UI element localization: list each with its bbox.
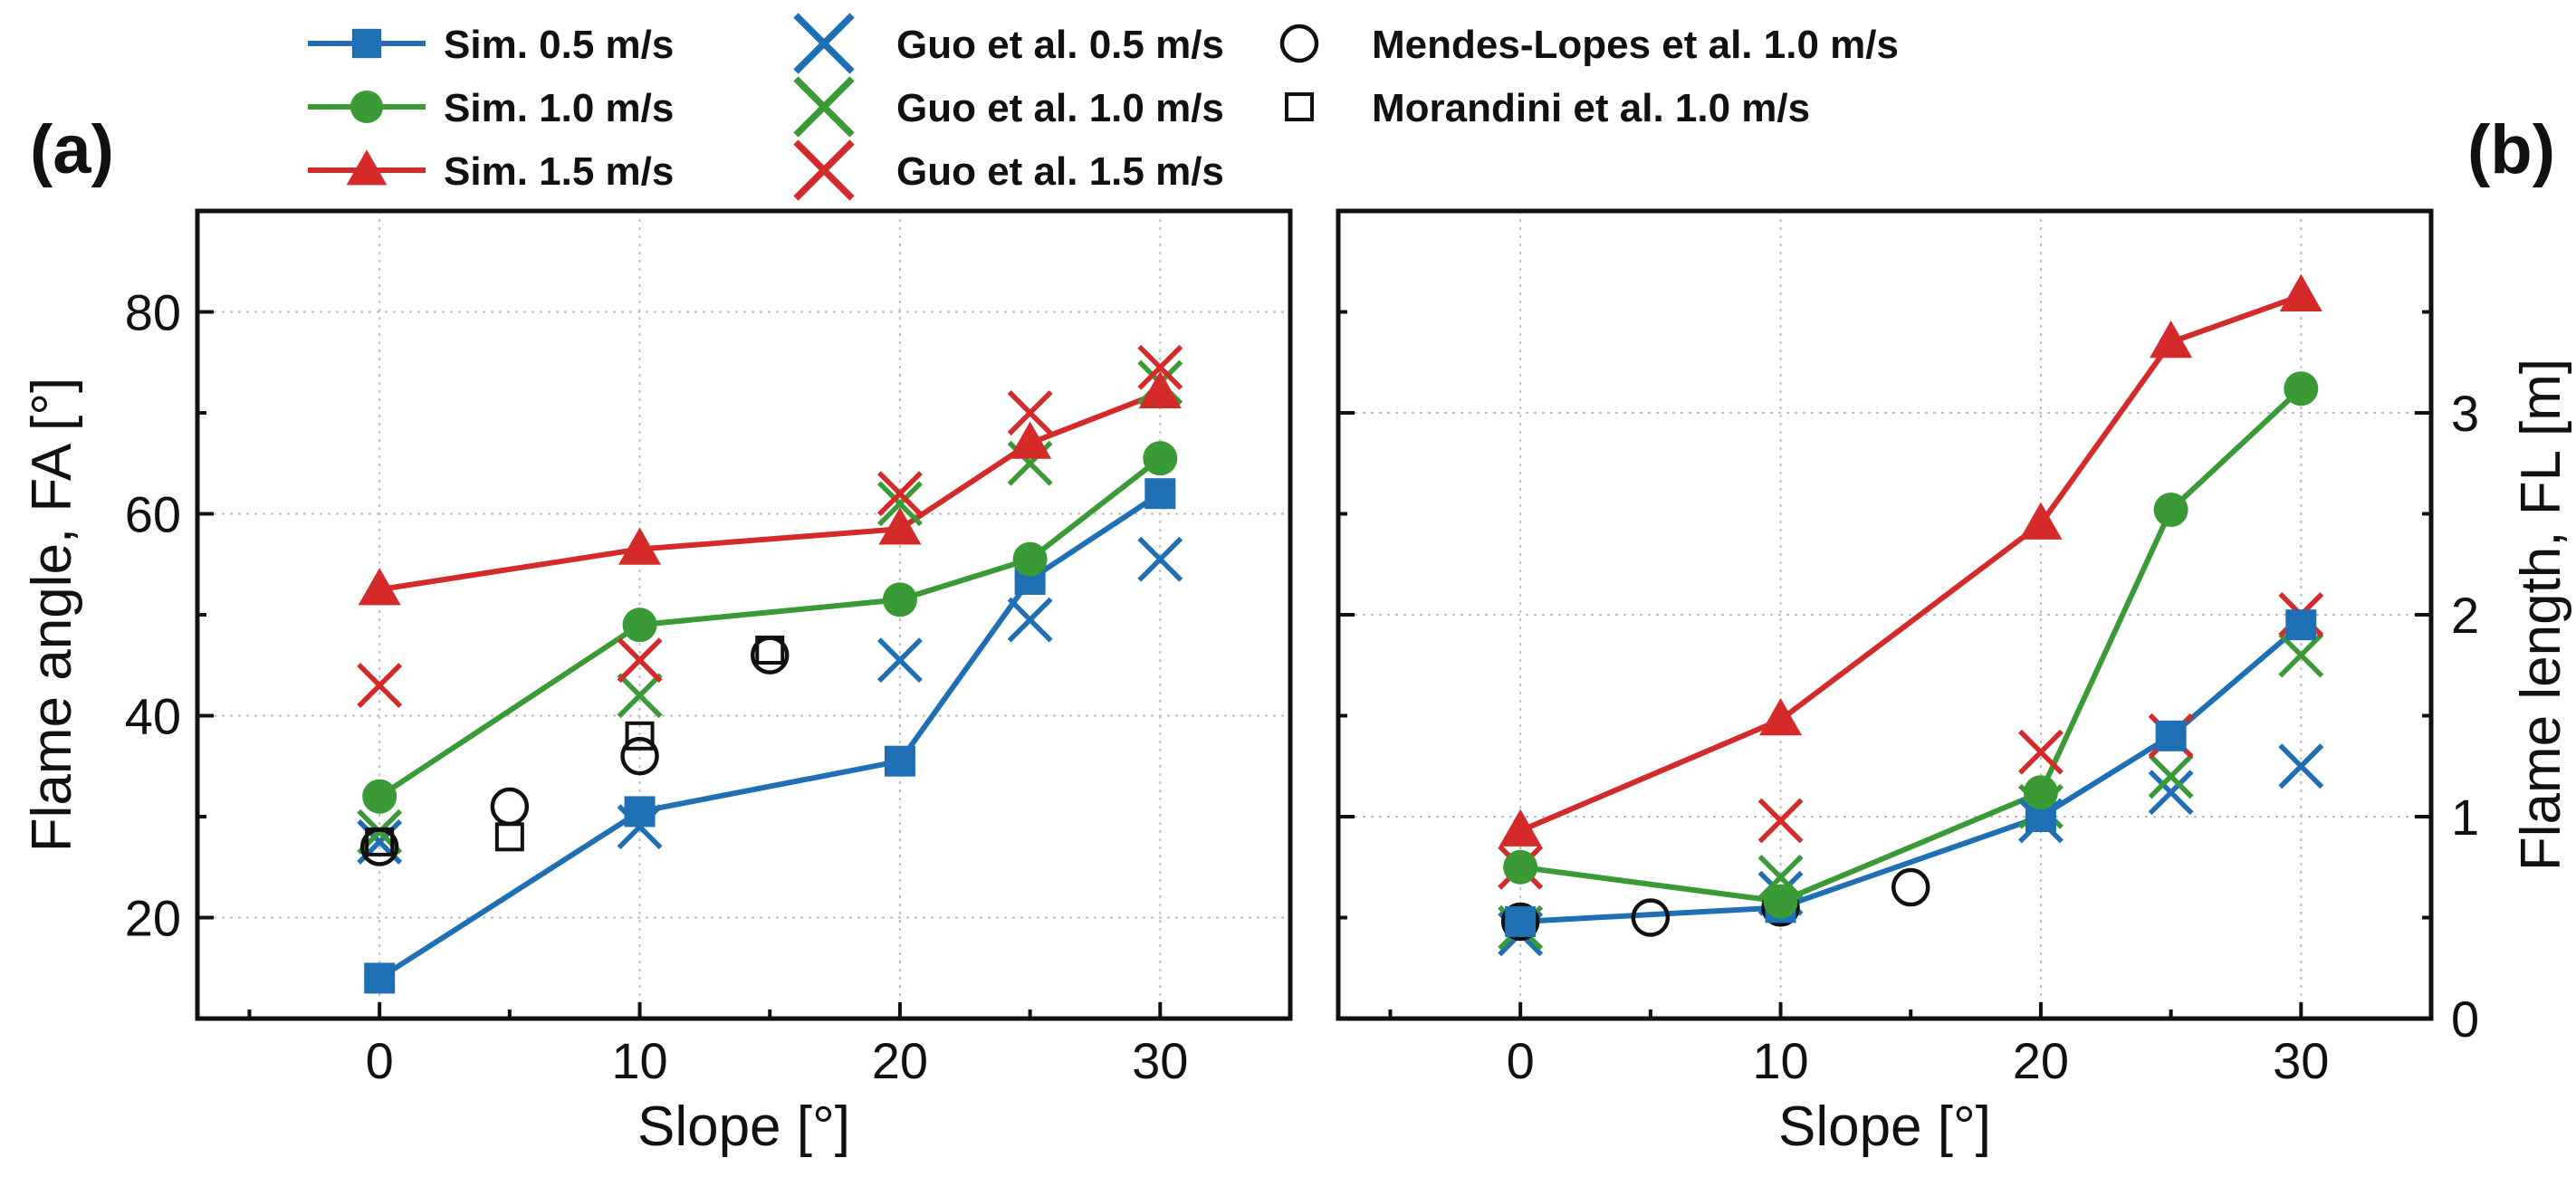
data-point-guo-et-al-1-0-m-s	[876, 481, 923, 527]
data-point-guo-et-al-1-0-m-s	[357, 809, 403, 855]
data-point-mendes-lopes-et-al-1-0-m-s	[490, 787, 530, 827]
panel-b-chart: 0 10 20 30 0 1 2 3 Slope [°] Flame length, FL [m]…	[1336, 111, 2572, 1158]
data-point-sim-0-5-m-s	[1144, 478, 1176, 510]
x-tick-label: 20	[2013, 1032, 2069, 1089]
data-point-guo-et-al-1-0-m-s	[2278, 632, 2324, 678]
data-point-sim-1-0-m-s	[622, 608, 657, 643]
data-point-sim-1-0-m-s	[2023, 775, 2058, 810]
data-point-sim-1-5-m-s	[878, 507, 922, 545]
data-point-mendes-lopes-et-al-1-0-m-s	[1891, 867, 1930, 907]
panel-label-a: (a)	[30, 111, 114, 188]
data-point-guo-et-al-1-0-m-s	[2148, 753, 2194, 799]
series-line-sim-1-0-m-s	[1519, 387, 2303, 904]
legend: Sim. 0.5 m/s Sim. 1.0 m/s Sim. 1.5 m/s Guo …	[308, 13, 1899, 201]
legend-marker-morandini-et-al-1-0-m-s	[1285, 92, 1314, 121]
legend-marker-sim-0-5-m-s	[351, 28, 382, 59]
data-point-sim-1-0-m-s	[882, 582, 917, 617]
y-tick-label: 1	[2451, 789, 2479, 846]
x-axis-title: Slope [°]	[637, 1096, 850, 1158]
data-point-sim-1-0-m-s	[1012, 541, 1048, 577]
data-point-sim-0-5-m-s	[1505, 905, 1537, 937]
data-point-guo-et-al-0-5-m-s	[2148, 770, 2194, 816]
data-point-mendes-lopes-et-al-1-0-m-s	[620, 736, 659, 776]
panel-a-chart: 0 10 20 30 20 40 60 80 Slope [°] Flame angle, FA …	[21, 111, 1293, 1158]
y-tick-label: 80	[125, 284, 181, 341]
data-point-morandini-et-al-1-0-m-s	[625, 721, 655, 751]
data-point-sim-1-0-m-s	[2284, 371, 2319, 407]
data-point-mendes-lopes-et-al-1-0-m-s	[1500, 902, 1540, 942]
series-line-sim-0-5-m-s	[1520, 622, 2303, 924]
data-point-sim-1-5-m-s	[2019, 502, 2063, 540]
data-point-sim-1-5-m-s	[2279, 273, 2322, 311]
data-point-sim-1-0-m-s	[1503, 849, 1538, 885]
data-point-mendes-lopes-et-al-1-0-m-s	[1631, 898, 1671, 937]
data-point-guo-et-al-1-5-m-s	[2017, 729, 2064, 775]
y-tick-label: 0	[2451, 990, 2479, 1048]
data-point-sim-0-5-m-s	[624, 796, 656, 828]
data-point-morandini-et-al-1-0-m-s	[755, 636, 785, 665]
legend-label-guo-et-al-1-5-m-s: Guo et al. 1.5 m/s	[896, 149, 1224, 194]
x-tick-label: 10	[1752, 1032, 1808, 1089]
data-point-sim-1-0-m-s	[362, 779, 397, 814]
data-point-guo-et-al-1-5-m-s	[876, 471, 923, 517]
panel-label-b: (b)	[2467, 111, 2555, 188]
y-axis-title: Flame length, FL [m]	[2510, 359, 2572, 871]
data-point-guo-et-al-0-5-m-s	[1137, 536, 1183, 582]
data-point-sim-0-5-m-s	[2285, 609, 2317, 641]
y-tick-label: 3	[2451, 385, 2479, 442]
x-tick-label: 20	[872, 1032, 928, 1089]
data-point-morandini-et-al-1-0-m-s	[494, 822, 524, 852]
legend-label-guo-et-al-1-0-m-s: Guo et al. 1.0 m/s	[896, 86, 1224, 130]
y-tick-label: 60	[125, 486, 181, 543]
legend-marker-guo-et-al-1-0-m-s	[793, 76, 855, 138]
series-line-sim-1-0-m-s	[378, 455, 1163, 799]
data-point-sim-1-5-m-s	[1759, 697, 1803, 736]
y-tick-label: 40	[125, 688, 181, 745]
legend-marker-guo-et-al-0-5-m-s	[793, 13, 855, 74]
legend-label-guo-et-al-0-5-m-s: Guo et al. 0.5 m/s	[896, 23, 1224, 67]
y-tick-label: 2	[2451, 587, 2479, 644]
legend-label-sim-0-5-m-s: Sim. 0.5 m/s	[444, 23, 674, 67]
data-point-guo-et-al-0-5-m-s	[876, 637, 923, 684]
data-point-guo-et-al-1-5-m-s	[357, 663, 403, 708]
data-point-sim-1-5-m-s	[618, 527, 662, 565]
data-point-sim-0-5-m-s	[364, 962, 396, 994]
data-point-sim-1-5-m-s	[2150, 320, 2193, 359]
data-point-guo-et-al-0-5-m-s	[2278, 743, 2324, 789]
data-point-sim-1-5-m-s	[1138, 370, 1182, 408]
legend-marker-sim-1-0-m-s	[350, 90, 384, 124]
data-point-sim-1-5-m-s	[358, 568, 401, 606]
data-point-guo-et-al-1-5-m-s	[1757, 798, 1804, 844]
x-tick-label: 0	[366, 1032, 394, 1089]
data-point-sim-1-0-m-s	[1143, 441, 1178, 476]
legend-marker-sim-1-5-m-s	[346, 149, 388, 186]
data-point-sim-0-5-m-s	[2155, 720, 2187, 751]
legend-marker-guo-et-al-1-5-m-s	[793, 139, 855, 201]
data-point-sim-1-5-m-s	[1499, 809, 1542, 847]
data-point-morandini-et-al-1-0-m-s	[365, 827, 395, 856]
data-point-guo-et-al-1-0-m-s	[1757, 854, 1804, 900]
x-tick-label: 30	[2273, 1032, 2329, 1089]
legend-marker-mendes-lopes-et-al-1-0-m-s	[1279, 24, 1319, 63]
x-axis-title: Slope [°]	[1778, 1096, 1991, 1158]
data-point-sim-1-5-m-s	[1009, 421, 1052, 459]
x-tick-label: 30	[1132, 1032, 1188, 1089]
legend-label-morandini-et-al-1-0-m-s: Morandini et al. 1.0 m/s	[1372, 86, 1810, 130]
legend-label-sim-1-5-m-s: Sim. 1.5 m/s	[444, 149, 674, 194]
legend-label-sim-1-0-m-s: Sim. 1.0 m/s	[444, 86, 674, 130]
x-tick-label: 10	[611, 1032, 667, 1089]
data-point-sim-1-0-m-s	[1763, 884, 1798, 919]
data-point-sim-0-5-m-s	[884, 745, 915, 777]
legend-label-mendes-lopes-et-al-1-0-m-s: Mendes-Lopes et al. 1.0 m/s	[1372, 23, 1899, 67]
data-point-guo-et-al-1-5-m-s	[1007, 390, 1053, 435]
x-tick-label: 0	[1507, 1032, 1535, 1089]
y-tick-label: 20	[125, 890, 181, 947]
y-axis-title: Flame angle, FA [°]	[21, 378, 83, 853]
data-point-guo-et-al-0-5-m-s	[1007, 597, 1053, 643]
data-point-sim-1-0-m-s	[2153, 493, 2188, 528]
data-point-guo-et-al-1-0-m-s	[617, 673, 663, 719]
data-point-guo-et-al-1-5-m-s	[617, 637, 663, 684]
data-point-guo-et-al-1-5-m-s	[1137, 344, 1183, 390]
